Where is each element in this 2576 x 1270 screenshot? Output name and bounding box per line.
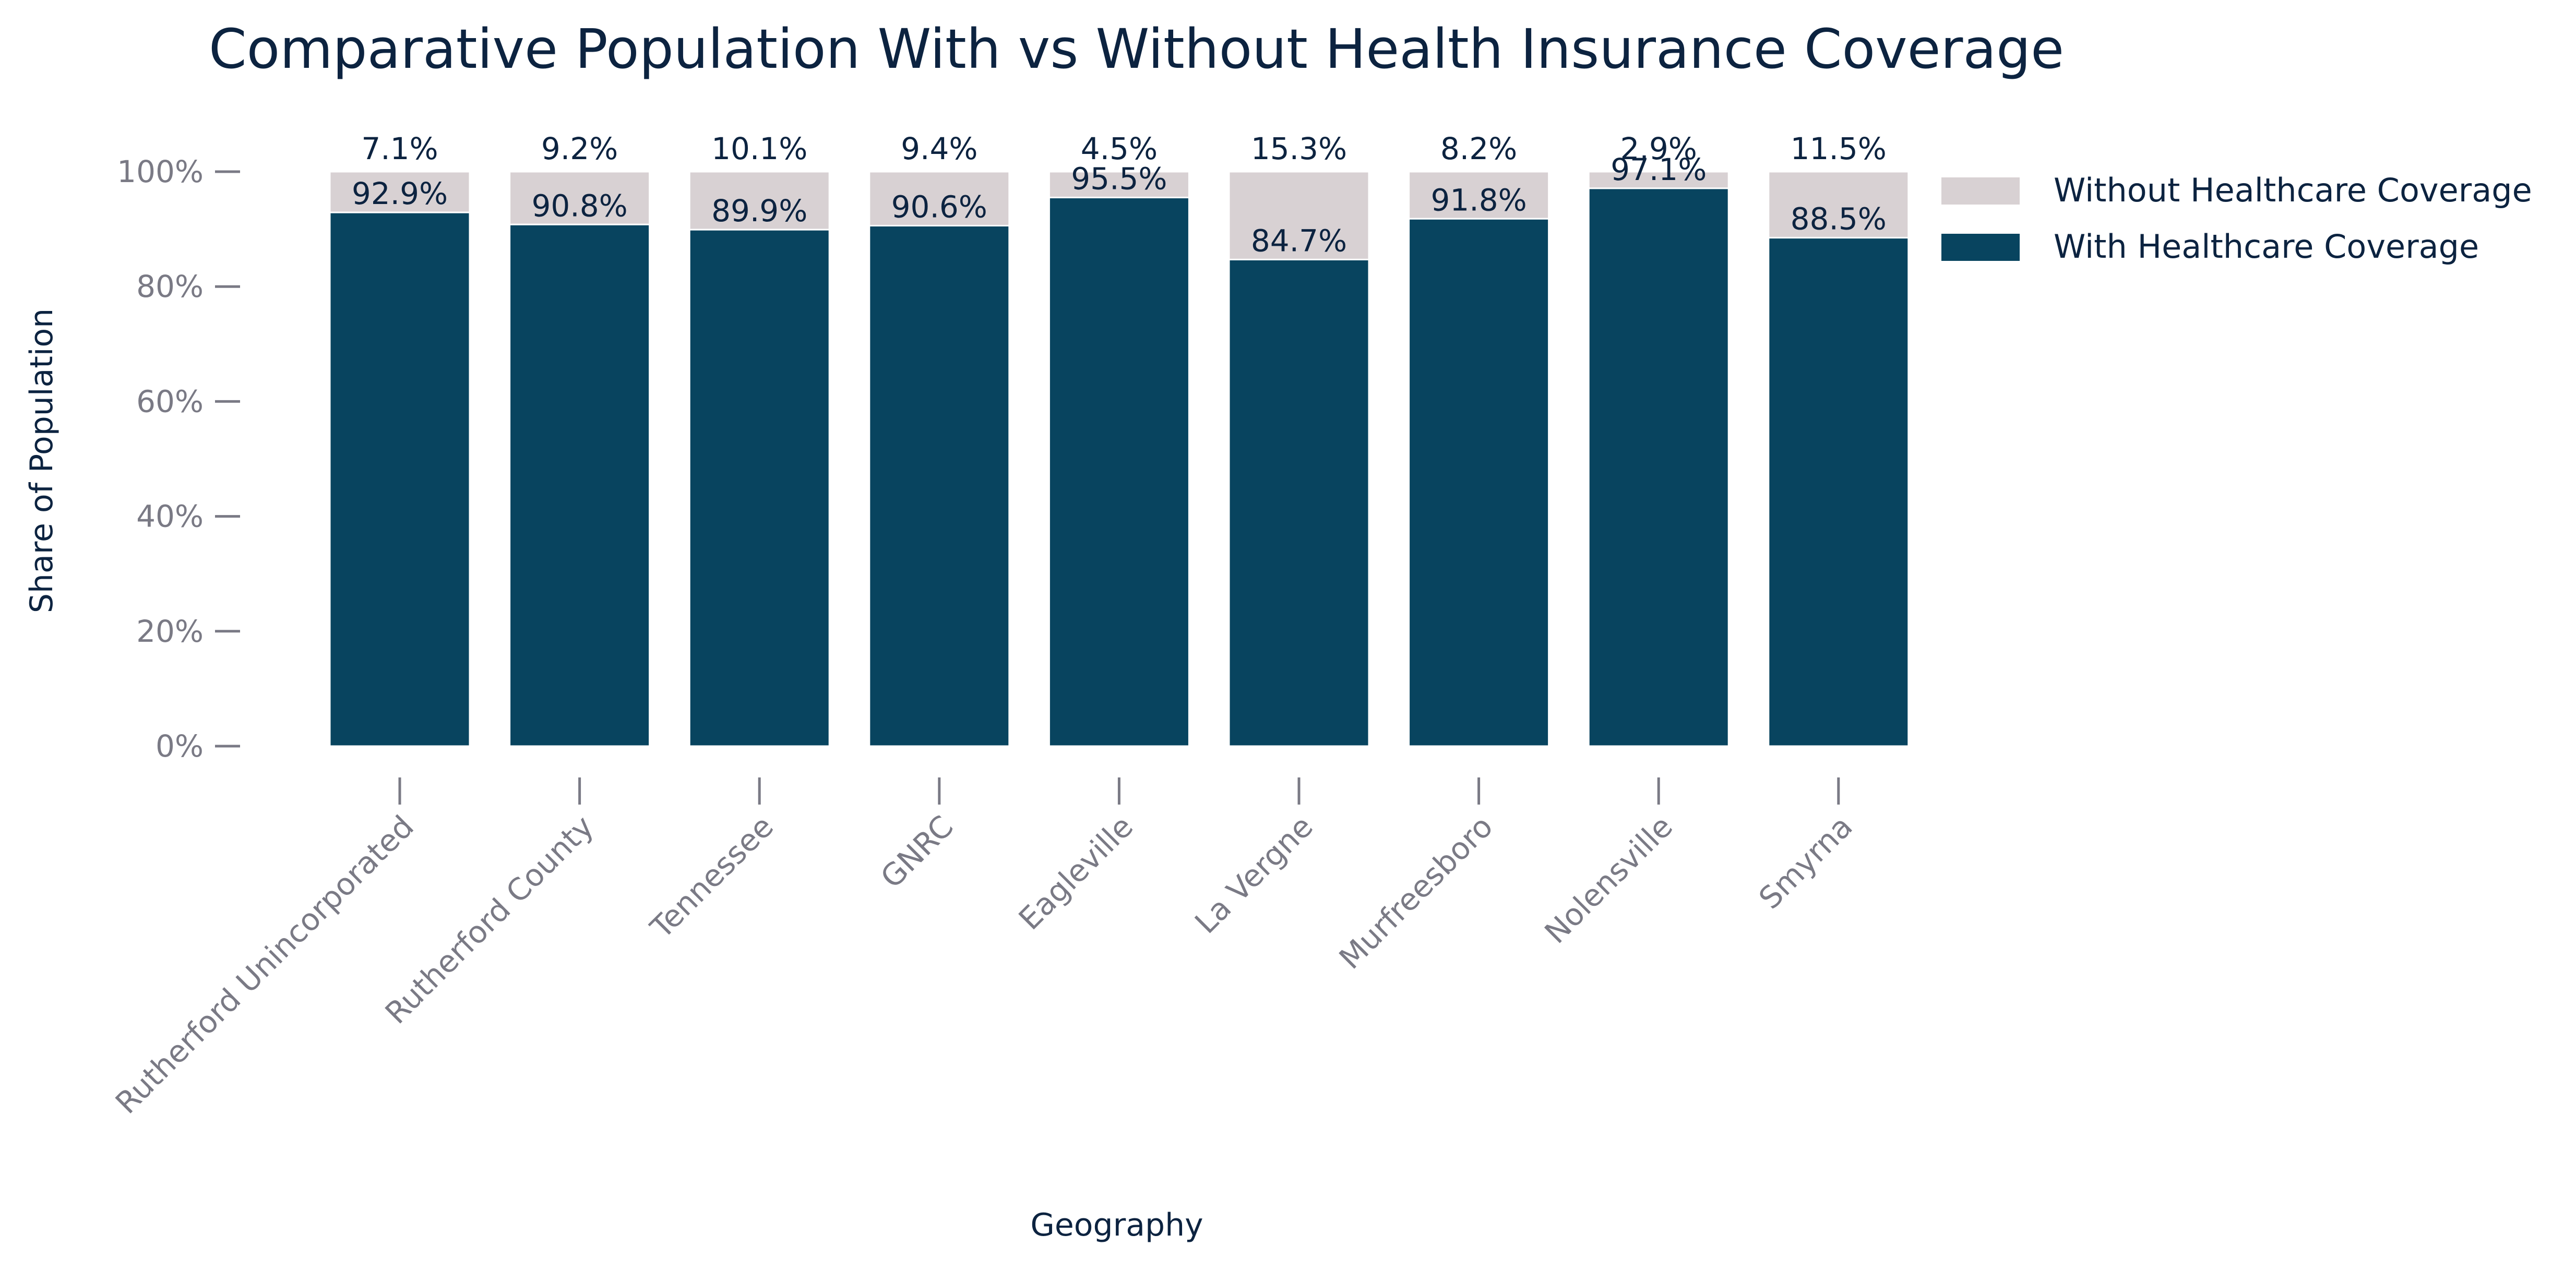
bar-with-coverage [868,224,1010,747]
bar-without-coverage [1408,171,1550,220]
data-label-with-coverage: 84.7% [1251,223,1347,258]
bar-with-coverage [1048,197,1190,747]
y-tick-label: 0% [156,728,204,764]
bar-with-coverage [1228,258,1370,747]
bar-without-coverage [1588,171,1730,189]
data-label-without-coverage: 10.1% [711,131,807,166]
data-label-without-coverage: 15.3% [1251,131,1347,166]
data-label-with-coverage: 91.8% [1430,182,1526,218]
bar-with-coverage [1768,237,1910,747]
bar-with-coverage [509,223,651,747]
data-label-without-coverage: 9.2% [541,131,618,166]
data-label-without-coverage: 7.1% [361,131,438,166]
y-axis-title: Share of Population [23,308,60,613]
x-tick-label: La Vergne [1188,809,1320,941]
x-tick-label: Smyrna [1752,809,1859,916]
data-label-without-coverage: 4.5% [1081,131,1158,166]
data-label-with-coverage: 88.5% [1791,201,1887,237]
bar-without-coverage [1228,171,1370,260]
x-tick-label: Rutherford Unincorporated [109,809,421,1121]
bar-without-coverage [1768,171,1910,239]
x-axis-title: Geography [1030,1207,1203,1243]
data-label-with-coverage: 90.8% [531,188,627,223]
x-tick-label: Eagleville [1012,809,1140,937]
legend-label: With Healthcare Coverage [2054,227,2479,266]
legend: Without Healthcare Coverage With Healthca… [1941,171,2532,266]
data-label-with-coverage: 97.1% [1611,152,1707,187]
data-label-with-coverage: 95.5% [1071,161,1167,197]
bar-with-coverage [329,211,471,747]
bar-without-coverage [1048,171,1190,199]
bar-without-coverage [868,171,1010,226]
x-tick-label: Nolensville [1538,809,1680,951]
data-label-with-coverage: 90.6% [891,189,987,224]
data-label-without-coverage: 8.2% [1440,131,1517,166]
bars-group: 7.1% 92.9% 9.2% 90.8% 10.1% 89.9% 9.4% 90.6% 4.5… [329,131,1910,747]
data-label-without-coverage: 9.4% [901,131,977,166]
bar-without-coverage [688,171,830,231]
data-label-with-coverage: 92.9% [352,176,448,211]
x-tick-label: Tennessee [643,809,781,946]
y-axis: 0% 20% 40% 60% 80% 100% [117,154,240,764]
y-tick-label: 40% [136,499,204,534]
data-label-without-coverage: 2.9% [1620,131,1697,166]
y-tick-label: 60% [136,384,204,419]
x-tick-label: GNRC [874,809,960,895]
bar-with-coverage [688,229,830,747]
data-label-with-coverage: 89.9% [711,193,807,229]
x-tick-label: Murfreesboro [1332,809,1500,976]
bar-without-coverage [509,171,651,225]
legend-swatch [1941,234,2020,261]
y-tick-label: 100% [117,154,204,189]
y-tick-label: 80% [136,269,204,304]
data-label-without-coverage: 11.5% [1791,131,1887,166]
y-tick-label: 20% [136,614,204,649]
legend-swatch [1941,177,2020,205]
bar-with-coverage [1408,218,1550,747]
legend-label: Without Healthcare Coverage [2054,171,2532,209]
chart-title: Comparative Population With vs Without H… [209,17,2064,81]
bar-with-coverage [1588,187,1730,747]
